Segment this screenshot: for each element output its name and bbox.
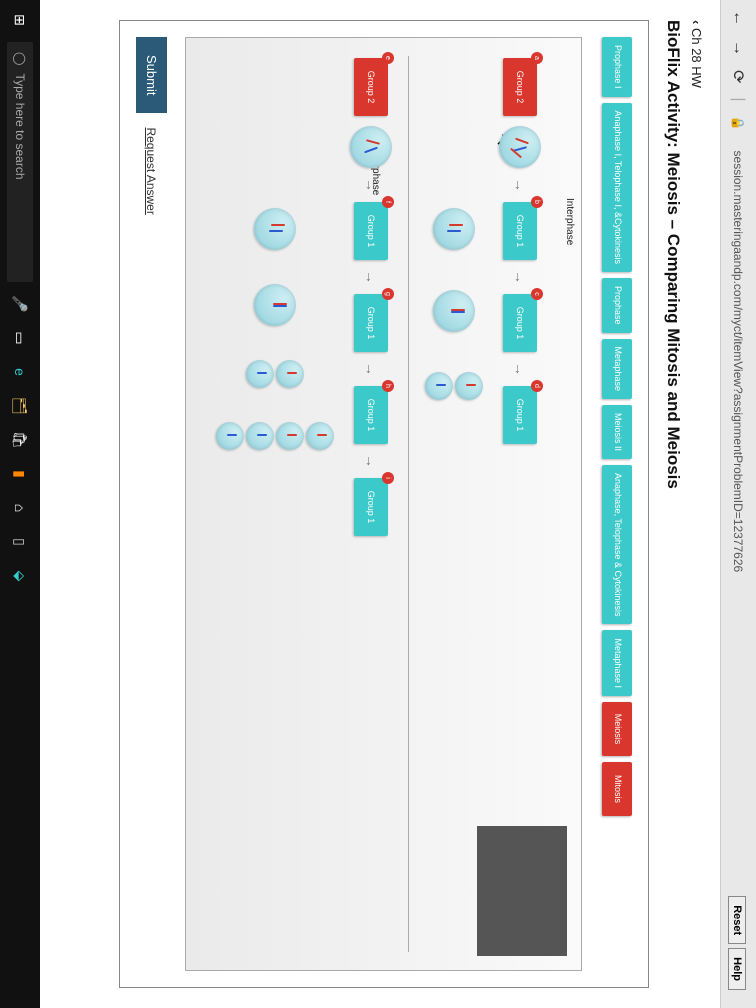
slot-c[interactable]: c Group 1 — [503, 294, 537, 352]
cell-diagram — [276, 422, 304, 450]
back-icon[interactable]: ← — [730, 10, 748, 26]
home-icon[interactable]: ⌂ — [8, 496, 32, 520]
lock-icon: 🔒 — [732, 116, 746, 131]
slot-g[interactable]: g Group 1 — [354, 294, 388, 352]
slot-a[interactable]: a Group 2 — [503, 58, 537, 116]
reload-icon[interactable]: ⟳ — [729, 70, 749, 83]
breadcrumb-back-icon[interactable]: ‹ — [689, 20, 704, 24]
forward-icon[interactable]: → — [730, 40, 748, 56]
video-preview[interactable] — [477, 826, 567, 956]
search-placeholder: Type here to search — [13, 73, 27, 179]
arrow-icon: → — [512, 270, 528, 284]
page-title: BioFlix Activity: Meiosis – Comparing Mi… — [663, 20, 683, 988]
cell-diagram — [499, 126, 541, 168]
slot-e[interactable]: e Group 2 — [354, 58, 388, 116]
misc-icon[interactable]: ⬙ — [8, 564, 32, 588]
windows-taskbar: ⊞ ◯ Type here to search 🎤 ▭ e 🗂 🛍 ▮ ⌂ ▯ … — [0, 0, 40, 1008]
term-anaphase1[interactable]: Anaphase I, Telophase I, &Cytokinesis — [602, 103, 632, 272]
taskview-icon[interactable]: ▭ — [8, 326, 32, 350]
slot-i[interactable]: i Group 1 — [354, 478, 388, 536]
term-anaphase[interactable]: Anaphase, Telophase & Cytokinesis — [602, 465, 632, 624]
cell-diagram — [425, 372, 453, 400]
slot-b[interactable]: b Group 1 — [503, 202, 537, 260]
cell-diagram — [433, 290, 475, 332]
arrow-icon: → — [512, 178, 528, 192]
app-icon[interactable]: ▮ — [8, 462, 32, 486]
term-prophase[interactable]: Prophase — [602, 278, 632, 333]
lane-meiosis-cells — [200, 202, 334, 956]
slot-h[interactable]: h Group 1 — [354, 386, 388, 444]
doc-icon[interactable]: ▯ — [8, 530, 32, 554]
cell-diagram — [254, 284, 296, 326]
store-icon[interactable]: 🛍 — [8, 428, 32, 452]
slot-d[interactable]: d Group 1 — [503, 386, 537, 444]
cell-diagram — [216, 422, 244, 450]
explorer-icon[interactable]: 🗂 — [8, 394, 32, 418]
taskbar-search[interactable]: ◯ Type here to search — [7, 42, 33, 282]
breadcrumb-label: Ch 28 HW — [689, 28, 704, 88]
term-meiosis2[interactable]: Meiosis II — [602, 405, 632, 459]
arrow-icon: → — [363, 454, 379, 468]
lane-mitosis-cells — [409, 202, 483, 956]
cell-diagram — [246, 360, 274, 388]
cell-diagram — [455, 372, 483, 400]
term-bank: Prophase I Anaphase I, Telophase I, &Cyt… — [602, 37, 632, 971]
term-prophase1[interactable]: Prophase I — [602, 37, 632, 97]
arrow-icon: → — [512, 362, 528, 376]
diagram-area[interactable]: ↖ Interphase a Group 2 → b — [185, 37, 582, 971]
cell-diagram — [246, 422, 274, 450]
cell-diagram — [306, 422, 334, 450]
arrow-icon: → — [363, 270, 379, 284]
breadcrumb[interactable]: ‹ Ch 28 HW — [689, 20, 704, 988]
request-answer-link[interactable]: Request Answer — [145, 127, 159, 214]
browser-toolbar: ← → ⟳ | 🔒 session.masteringaandp.com/myc… — [720, 0, 756, 1008]
mic-icon[interactable]: 🎤 — [8, 292, 32, 316]
cell-diagram — [276, 360, 304, 388]
submit-button[interactable]: Submit — [136, 37, 167, 113]
address-bar[interactable]: session.masteringaandp.com/myct/itemView… — [732, 151, 746, 573]
cell-diagram — [254, 208, 296, 250]
term-metaphase1[interactable]: Metaphase I — [602, 630, 632, 696]
term-metaphase[interactable]: Metaphase — [602, 339, 632, 400]
edge-icon[interactable]: e — [8, 360, 32, 384]
help-button[interactable]: Help — [728, 948, 746, 990]
term-meiosis[interactable]: Meiosis — [602, 702, 632, 756]
arrow-icon: → — [363, 362, 379, 376]
start-icon[interactable]: ⊞ — [8, 8, 32, 32]
term-mitosis[interactable]: Mitosis — [602, 762, 632, 816]
label-interphase-top: Interphase — [564, 198, 575, 245]
reset-button[interactable]: Reset — [728, 896, 746, 944]
cell-diagram — [433, 208, 475, 250]
lane-mitosis: a Group 2 → b Group 1 → c — [483, 52, 557, 956]
slot-f[interactable]: f Group 1 — [354, 202, 388, 260]
activity-frame: Prophase I Anaphase I, Telophase I, &Cyt… — [119, 20, 649, 988]
cortana-icon: ◯ — [13, 52, 27, 65]
cell-diagram — [350, 126, 392, 168]
